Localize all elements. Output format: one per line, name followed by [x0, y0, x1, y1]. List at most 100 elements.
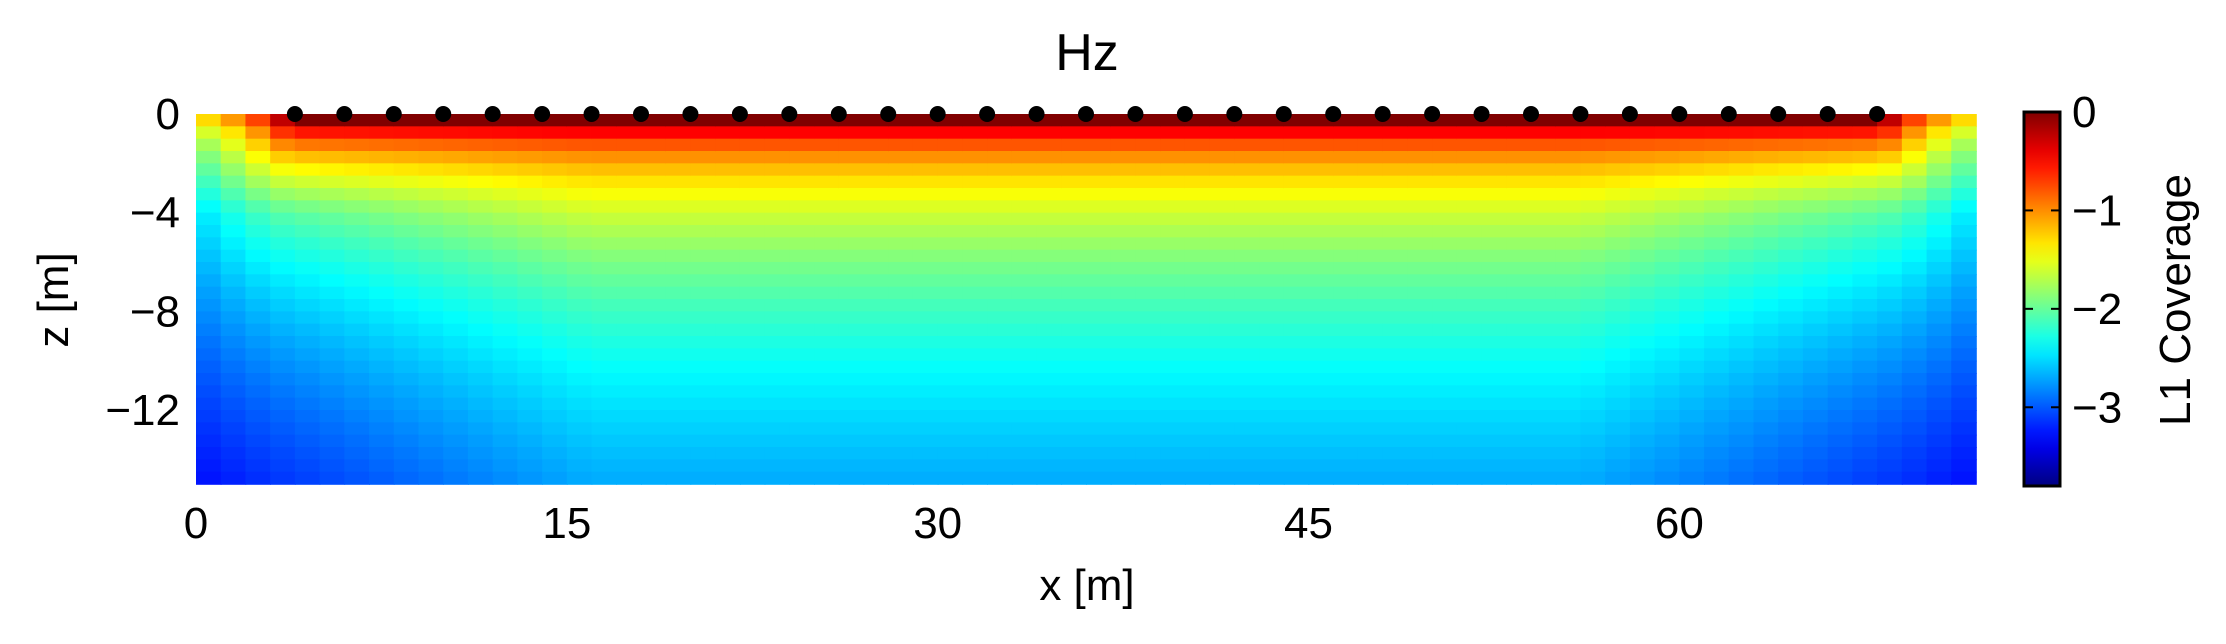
- heatmap-cell: [1234, 212, 1260, 226]
- heatmap-cell: [1160, 373, 1186, 387]
- heatmap-cell: [393, 126, 420, 140]
- heatmap-cell: [1456, 336, 1483, 350]
- heatmap-cell: [418, 163, 445, 177]
- heatmap-cell: [937, 336, 964, 350]
- heatmap-cell: [1506, 459, 1532, 473]
- heatmap-cell: [739, 249, 766, 263]
- heatmap-cell: [863, 237, 890, 251]
- heatmap-cell: [1160, 163, 1186, 177]
- heatmap-cell: [369, 175, 395, 189]
- heatmap-cell: [294, 163, 321, 177]
- heatmap-cell: [393, 360, 420, 374]
- heatmap-cell: [1308, 175, 1335, 189]
- heatmap-cell: [245, 188, 271, 202]
- heatmap-cell: [1926, 459, 1953, 473]
- heatmap-cell: [1234, 138, 1260, 152]
- heatmap-cell: [467, 262, 494, 276]
- heatmap-cell: [690, 249, 716, 263]
- heatmap-cell: [1852, 212, 1878, 226]
- heatmap-cell: [987, 188, 1013, 202]
- heatmap-cell: [566, 434, 593, 448]
- heatmap-cell: [1605, 262, 1631, 276]
- heatmap-cell: [912, 126, 939, 140]
- heatmap-cell: [245, 175, 271, 189]
- heatmap-cell: [369, 237, 395, 251]
- heatmap-cell: [1704, 274, 1730, 288]
- heatmap-cell: [764, 311, 791, 325]
- heatmap-cell: [1160, 397, 1186, 411]
- heatmap-cell: [196, 249, 222, 263]
- heatmap-cell: [641, 212, 667, 226]
- heatmap-cell: [1951, 299, 1977, 313]
- heatmap-cell: [1333, 385, 1359, 399]
- heatmap-cell: [1506, 471, 1532, 485]
- heatmap-cell: [393, 274, 420, 288]
- heatmap-cell: [789, 422, 815, 436]
- heatmap-cell: [1432, 138, 1458, 152]
- electrode-marker: [1523, 106, 1539, 122]
- heatmap-cell: [1135, 225, 1161, 239]
- heatmap-cell: [838, 410, 865, 424]
- heatmap-cell: [1481, 126, 1508, 140]
- heatmap-cell: [1259, 336, 1285, 350]
- heatmap-cell: [492, 188, 519, 202]
- heatmap-cell: [641, 410, 667, 424]
- heatmap-cell: [1011, 323, 1038, 337]
- heatmap-cell: [1382, 151, 1409, 165]
- heatmap-cell: [1555, 336, 1582, 350]
- heatmap-cell: [1011, 249, 1038, 263]
- heatmap-cell: [1901, 237, 1928, 251]
- heatmap-cell: [443, 225, 469, 239]
- heatmap-cell: [1778, 163, 1804, 177]
- heatmap-cell: [1061, 348, 1087, 362]
- heatmap-cell: [1629, 188, 1656, 202]
- heatmap-cell: [1679, 397, 1705, 411]
- heatmap-cell: [1654, 126, 1681, 140]
- heatmap-cell: [641, 188, 667, 202]
- heatmap-cell: [912, 299, 939, 313]
- heatmap-cell: [1135, 410, 1161, 424]
- heatmap-cell: [1827, 249, 1854, 263]
- heatmap-cell: [1234, 447, 1260, 461]
- heatmap-cell: [1802, 348, 1829, 362]
- heatmap-cell: [1926, 126, 1953, 140]
- heatmap-cell: [1308, 373, 1335, 387]
- heatmap-cell: [1654, 225, 1681, 239]
- heatmap-cell: [1555, 188, 1582, 202]
- heatmap-cell: [1802, 385, 1829, 399]
- heatmap-cell: [1951, 373, 1977, 387]
- heatmap-cell: [1580, 151, 1606, 165]
- heatmap-cell: [1704, 348, 1730, 362]
- heatmap-cell: [1011, 286, 1038, 300]
- heatmap-cell: [863, 459, 890, 473]
- heatmap-cell: [1901, 422, 1928, 436]
- heatmap-cell: [393, 200, 420, 214]
- heatmap-cell: [1629, 336, 1656, 350]
- heatmap-cell: [344, 138, 370, 152]
- heatmap-cell: [789, 151, 815, 165]
- heatmap-cell: [270, 151, 296, 165]
- heatmap-cell: [1778, 126, 1804, 140]
- heatmap-cell: [1333, 151, 1359, 165]
- heatmap-cell: [1926, 323, 1953, 337]
- heatmap-cell: [789, 188, 815, 202]
- heatmap-cell: [1036, 237, 1063, 251]
- heatmap-cell: [1259, 397, 1285, 411]
- heatmap-cell: [1184, 212, 1211, 226]
- heatmap-cell: [245, 286, 271, 300]
- heatmap-cell: [196, 200, 222, 214]
- heatmap-cell: [517, 373, 543, 387]
- heatmap-cell: [863, 212, 890, 226]
- heatmap-cell: [1555, 410, 1582, 424]
- heatmap-cell: [1704, 286, 1730, 300]
- heatmap-cell: [1901, 323, 1928, 337]
- heatmap-cell: [1209, 163, 1236, 177]
- heatmap-cell: [1283, 434, 1310, 448]
- heatmap-cell: [1407, 471, 1433, 485]
- heatmap-cell: [1506, 385, 1532, 399]
- heatmap-cell: [1728, 163, 1755, 177]
- heatmap-cell: [789, 459, 815, 473]
- heatmap-cell: [1308, 447, 1335, 461]
- heatmap-cell: [1679, 286, 1705, 300]
- electrode-marker: [1374, 106, 1391, 122]
